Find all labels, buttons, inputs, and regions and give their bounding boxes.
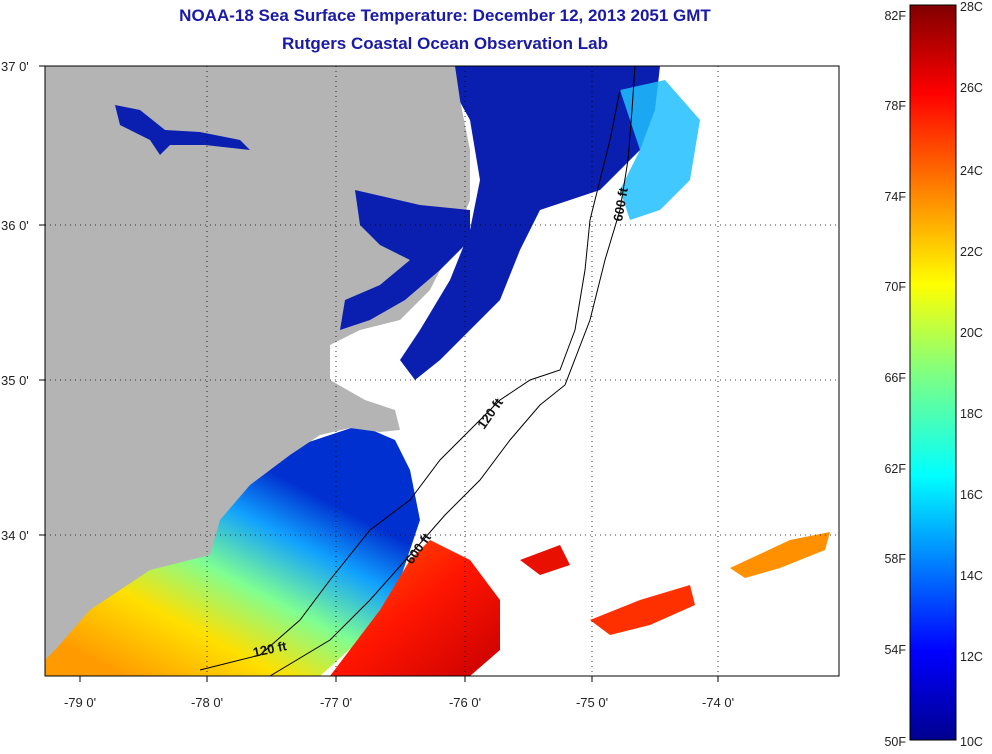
- colorbar-f-label: 82F: [884, 9, 906, 23]
- chart-subtitle: Rutgers Coastal Ocean Observation Lab: [282, 34, 608, 53]
- colorbar-f-label: 74F: [884, 190, 906, 204]
- lat-label: 35 0': [1, 373, 29, 388]
- lon-label: -78 0': [191, 695, 223, 710]
- contour-label-600ft-north: 600 ft: [610, 186, 631, 223]
- chart-title: NOAA-18 Sea Surface Temperature: Decembe…: [179, 6, 711, 25]
- lat-label: 37 0': [1, 59, 29, 74]
- contour-120ft: [199, 89, 621, 671]
- colorbar: [909, 4, 957, 741]
- colorbar-f-label: 54F: [884, 643, 906, 657]
- lon-label: -79 0': [64, 695, 96, 710]
- sound-water: [340, 190, 470, 330]
- sst-offshore-patch: [590, 585, 695, 635]
- colorbar-f-label: 66F: [884, 371, 906, 385]
- colorbar-c-label: 12C: [960, 650, 983, 664]
- lon-label: -76 0': [449, 695, 481, 710]
- axis-ticks: [39, 65, 719, 682]
- colorbar-c-label: 26C: [960, 81, 983, 95]
- cold-water-cyan: [620, 80, 700, 220]
- contour-label-120ft-south: 120 ft: [252, 638, 289, 660]
- colorbar-c-label: 16C: [960, 488, 983, 502]
- colorbar-f-label: 62F: [884, 462, 906, 476]
- colorbar-f-label: 50F: [884, 735, 906, 749]
- sst-gulfstream-warm: [330, 540, 500, 676]
- sst-coastal-gradient: [45, 425, 420, 676]
- graticule: [45, 66, 839, 676]
- colorbar-c-label: 24C: [960, 164, 983, 178]
- sst-offshore-patch-3: [520, 545, 570, 575]
- colorbar-f-label: 78F: [884, 99, 906, 113]
- map-frame: [44, 65, 840, 677]
- colorbar-c-label: 22C: [960, 245, 983, 259]
- river-water: [115, 105, 250, 155]
- contour-600ft: [269, 66, 636, 676]
- colorbar-c-labels: 28C 26C 24C 22C 20C 18C 16C 14C 12C 10C: [960, 0, 983, 749]
- lon-label: -74 0': [702, 695, 734, 710]
- colorbar-c-label: 28C: [960, 0, 983, 14]
- lon-label: -75 0': [576, 695, 608, 710]
- lat-label: 34 0': [1, 528, 29, 543]
- map-panel: [45, 66, 839, 676]
- lat-label: 36 0': [1, 218, 29, 233]
- colorbar-c-label: 18C: [960, 407, 983, 421]
- colorbar-f-label: 70F: [884, 280, 906, 294]
- lon-label: -77 0': [320, 695, 352, 710]
- colorbar-f-labels: 82F 78F 74F 70F 66F 62F 58F 54F 50F: [884, 9, 906, 749]
- colorbar-c-label: 14C: [960, 569, 983, 583]
- colorbar-f-label: 58F: [884, 552, 906, 566]
- colorbar-c-label: 20C: [960, 326, 983, 340]
- colorbar-c-label: 10C: [960, 735, 983, 749]
- sst-offshore-patch-2: [730, 532, 830, 578]
